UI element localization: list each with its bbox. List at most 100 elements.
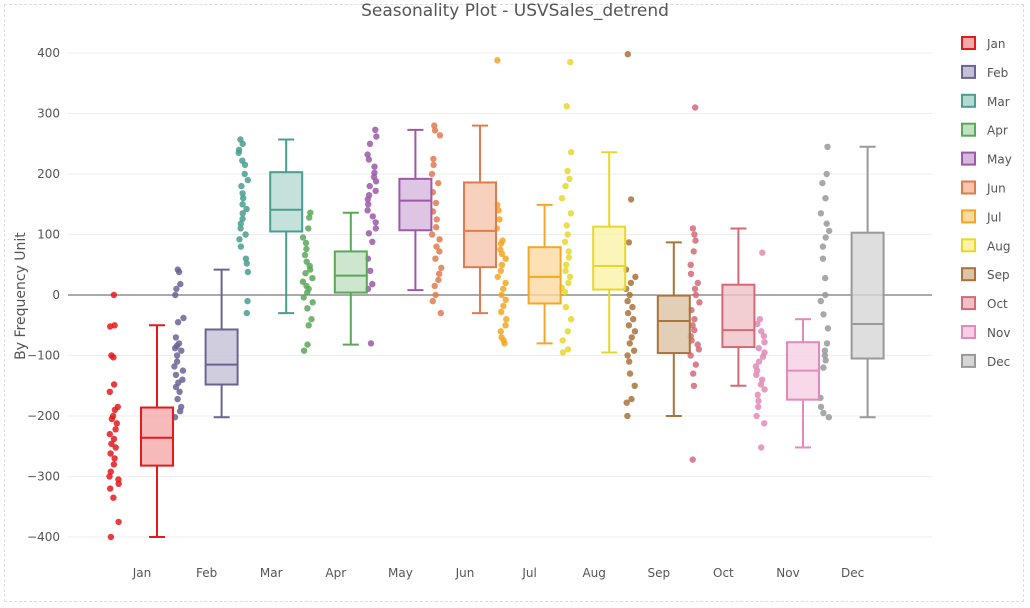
data-point-feb: [174, 395, 181, 403]
data-point-apr: [307, 209, 314, 216]
data-point-sep: [632, 273, 639, 281]
data-point-jan: [110, 494, 117, 501]
data-point-aug: [562, 303, 570, 311]
data-point-jun: [437, 309, 444, 317]
data-point-sep: [626, 340, 633, 347]
data-point-aug: [558, 195, 566, 202]
data-point-oct: [687, 270, 695, 277]
legend-item-nov[interactable]: Nov: [961, 325, 1010, 340]
data-point-aug: [562, 267, 569, 274]
legend-item-aug[interactable]: Aug: [961, 238, 1010, 253]
data-point-aug: [567, 149, 575, 156]
data-point-may: [372, 219, 379, 226]
data-point-feb: [177, 280, 184, 288]
data-point-mar: [237, 220, 244, 227]
data-point-dec: [817, 297, 824, 305]
data-point-nov: [758, 444, 765, 451]
data-point-dec: [822, 234, 829, 241]
data-point-jul: [502, 279, 509, 287]
legend[interactable]: Jan Feb Mar Apr May Jun Jul Aug Sep Oct Nov Dec: [961, 36, 1012, 369]
legend-item-jul[interactable]: Jul: [961, 209, 1001, 224]
data-point-mar: [243, 205, 250, 213]
data-point-may: [372, 187, 379, 195]
data-point-jan: [111, 406, 119, 414]
legend-item-apr[interactable]: Apr: [961, 122, 1008, 138]
data-point-oct: [690, 370, 697, 377]
data-point-feb: [172, 371, 180, 379]
legend-item-jan[interactable]: Jan: [961, 36, 1006, 51]
legend-item-sep[interactable]: Sep: [961, 267, 1010, 282]
data-point-nov: [759, 376, 766, 383]
legend-item-dec[interactable]: Dec: [961, 353, 1010, 369]
data-point-jul: [502, 296, 509, 303]
data-point-dec: [817, 210, 825, 217]
data-point-sep: [627, 196, 635, 203]
data-point-aug: [566, 273, 574, 281]
legend-label: Jan: [986, 37, 1006, 51]
data-point-jan: [110, 435, 118, 443]
legend-item-feb[interactable]: Feb: [961, 64, 1008, 80]
data-point-apr: [302, 239, 310, 247]
x-tick-label: Oct: [713, 566, 734, 580]
data-point-nov: [753, 412, 760, 420]
data-point-jul: [497, 328, 504, 335]
data-point-may: [366, 182, 373, 190]
data-point-oct: [691, 326, 698, 334]
x-tick-label: Sep: [647, 566, 670, 580]
data-point-dec: [819, 243, 827, 250]
legend-item-oct[interactable]: Oct: [961, 296, 1008, 311]
data-point-mar: [244, 176, 251, 184]
data-point-oct: [691, 285, 699, 293]
data-point-aug: [567, 210, 575, 217]
legend-item-jun[interactable]: Jun: [961, 180, 1006, 196]
data-point-dec: [820, 364, 827, 371]
box-jan: [140, 406, 174, 467]
data-point-sep: [628, 395, 635, 403]
legend-item-mar[interactable]: Mar: [961, 93, 1010, 109]
data-point-jun: [430, 161, 437, 169]
legend-swatch: [961, 122, 976, 137]
legend-label: Apr: [987, 124, 1008, 138]
data-point-mar: [239, 215, 246, 222]
data-point-sep: [624, 309, 632, 317]
legend-swatch: [961, 64, 976, 79]
data-point-apr: [307, 266, 314, 273]
data-point-mar: [235, 149, 242, 156]
data-point-may: [369, 213, 376, 220]
data-point-apr: [303, 245, 310, 253]
data-point-nov: [756, 316, 764, 323]
data-point-sep: [624, 297, 631, 305]
data-point-jan: [110, 354, 117, 361]
x-tick-label: Jul: [521, 566, 536, 580]
data-point-feb: [175, 268, 183, 276]
data-point-jun: [429, 297, 436, 305]
data-point-sep: [626, 370, 634, 377]
legend-label: May: [987, 153, 1012, 167]
data-point-sep: [631, 382, 638, 389]
data-point-jun: [432, 199, 440, 207]
data-point-jun: [436, 236, 443, 243]
data-point-may: [364, 207, 371, 214]
data-point-apr: [301, 251, 309, 259]
data-point-nov: [753, 371, 760, 379]
chart-title: Seasonality Plot - USVSales_detrend: [361, 1, 669, 21]
data-point-mar: [237, 243, 245, 250]
data-point-dec: [825, 414, 832, 421]
data-point-dec: [823, 340, 831, 347]
data-point-jan: [108, 440, 115, 447]
data-point-aug: [567, 316, 575, 323]
y-tick-label: 300: [37, 107, 60, 121]
data-point-apr: [309, 274, 316, 282]
data-point-dec: [819, 179, 826, 187]
legend-swatch: [961, 267, 976, 282]
data-point-jul: [496, 216, 503, 223]
data-point-sep: [627, 279, 635, 287]
x-tick-label: Apr: [325, 566, 346, 580]
data-point-nov: [761, 386, 768, 393]
data-point-apr: [304, 341, 311, 348]
data-point-may: [372, 126, 379, 133]
data-point-nov: [755, 403, 762, 411]
data-point-nov: [754, 320, 761, 328]
legend-item-may[interactable]: May: [961, 151, 1012, 167]
data-point-mar: [244, 297, 251, 305]
